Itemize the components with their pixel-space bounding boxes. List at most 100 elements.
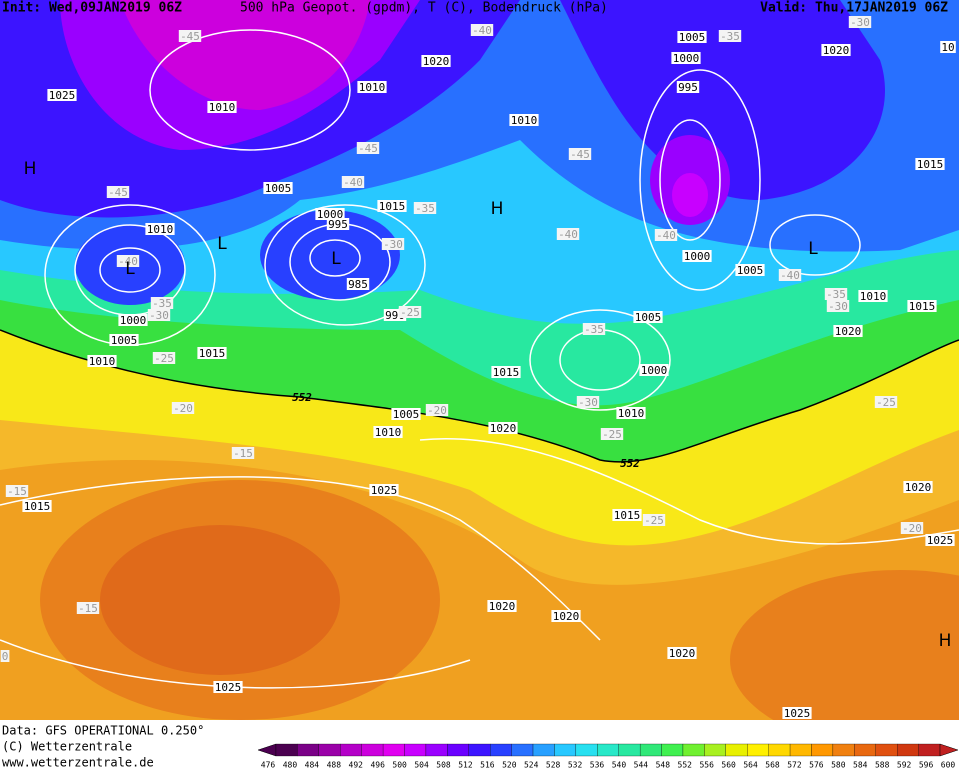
- isobar-label-box: [346, 278, 370, 290]
- temperature-label-box: [900, 522, 924, 534]
- temperature-label-box: [826, 300, 850, 312]
- pressure-center: H: [491, 199, 504, 219]
- isobar-label-box: [676, 81, 700, 93]
- colorbar-swatch: [511, 743, 534, 757]
- colorbar-swatch: [382, 743, 405, 757]
- temperature-label-box: [642, 514, 666, 526]
- temperature-label: -40: [118, 255, 138, 268]
- contour-label: 552: [620, 457, 640, 470]
- colorbar-label: 484: [305, 761, 320, 770]
- colorbar-label: 556: [699, 761, 714, 770]
- colorbar-swatch: [832, 743, 855, 757]
- pressure-center: L: [125, 259, 135, 279]
- isobar-label-box: [145, 223, 175, 235]
- temperature-label-box: [568, 148, 592, 160]
- isobar-label: 1005: [737, 264, 764, 277]
- isobar-label: 1005: [679, 31, 706, 44]
- pressure-center: H: [939, 631, 952, 651]
- isobar-label: 1020: [669, 647, 696, 660]
- isobar-label: 1015: [24, 500, 51, 513]
- isobar-label-box: [612, 509, 642, 521]
- temperature-label: -40: [343, 176, 363, 189]
- isobar-label: 1005: [265, 182, 292, 195]
- isobar-label: 1025: [784, 707, 811, 720]
- colorbar-label: 576: [809, 761, 824, 770]
- colorbar-swatch: [661, 743, 684, 757]
- temperature-label: -45: [108, 186, 128, 199]
- colorbar-swatch: [725, 743, 748, 757]
- isobar-label-box: [373, 426, 403, 438]
- temperature-label-box: [556, 228, 580, 240]
- isobar-label: 1025: [215, 681, 242, 694]
- isobar-label: 985: [348, 278, 368, 291]
- isobar-label: 995: [678, 81, 698, 94]
- isobar-label: 1005: [111, 334, 138, 347]
- isobar-label: 995: [328, 218, 348, 231]
- colorbar-swatch: [361, 743, 384, 757]
- colorbar-label: 544: [634, 761, 649, 770]
- colorbar-end: [939, 743, 959, 757]
- map-field: [0, 0, 959, 750]
- temperature-label: -15: [233, 447, 253, 460]
- isobar-label: 1025: [49, 89, 76, 102]
- colorbar-label: 504: [414, 761, 429, 770]
- isobar-label: 1005: [635, 311, 662, 324]
- temperature-label: -30: [850, 16, 870, 29]
- temperature-label-box: [654, 229, 678, 241]
- colorbar-label: 480: [283, 761, 298, 770]
- colorbar-label: 496: [370, 761, 385, 770]
- temperature-label-box: [152, 352, 176, 364]
- colorbar-label: 548: [656, 761, 671, 770]
- isobar-label: 1010: [89, 355, 116, 368]
- isobar-label-box: [369, 484, 399, 496]
- temperature-label-box: [106, 186, 130, 198]
- temperature-label-box: [356, 142, 380, 154]
- isobar-label: 1010: [359, 81, 386, 94]
- colorbar-swatch: [447, 743, 469, 757]
- colorbar-label: 552: [678, 761, 693, 770]
- isobar-label-box: [47, 89, 77, 101]
- isobar-label: 1010: [511, 114, 538, 127]
- isobar-label-box: [907, 300, 937, 312]
- temperature-label-box: [398, 306, 422, 318]
- colorbar-swatch: [275, 743, 298, 757]
- pressure-center: H: [24, 159, 37, 179]
- colorbar-label: 572: [787, 761, 802, 770]
- isobar-label: 1010: [375, 426, 402, 439]
- colorbar-label: 532: [568, 761, 583, 770]
- temperature-label: 0: [2, 650, 9, 663]
- isobar-label-box: [421, 55, 451, 67]
- isobar-label: 10: [941, 41, 954, 54]
- colorbar: 476 480 484 488 492 496 500 504 508 512 516 520 524 5…: [257, 743, 959, 770]
- colorbar-label: 520: [502, 761, 517, 770]
- colorbar-label: 536: [590, 761, 605, 770]
- colorbar-label: 568: [765, 761, 780, 770]
- temperature-label-box: [171, 402, 195, 414]
- temperature-label-box: [778, 269, 802, 281]
- isobar-label-box: [377, 200, 407, 212]
- isobar-label: 1020: [423, 55, 450, 68]
- colorbar-swatch: [747, 743, 769, 757]
- colorbar-label: 540: [612, 761, 627, 770]
- isobar-label: 1020: [905, 481, 932, 494]
- isobar-label: 1000: [641, 364, 668, 377]
- isobar-label-box: [315, 208, 345, 220]
- colorbar-swatch: [597, 743, 619, 757]
- colorbar-label: 596: [919, 761, 934, 770]
- map-title: 500 hPa Geopot. (gpdm), T (C), Bodendruc…: [240, 1, 608, 16]
- colorbar-label: 580: [831, 761, 846, 770]
- isobar-label-box: [667, 647, 697, 659]
- isobar-label-box: [821, 44, 851, 56]
- temperature-label-box: [178, 30, 202, 42]
- data-source: Data: GFS OPERATIONAL 0.250°: [2, 724, 204, 738]
- temperature-label-box: [381, 238, 405, 250]
- isobar-label-box: [509, 114, 539, 126]
- isobar-label-box: [551, 610, 581, 622]
- colorbar-swatch: [340, 743, 362, 757]
- colorbar-swatch: [768, 743, 791, 757]
- isobar-label-box: [263, 182, 293, 194]
- isobar-label: 1020: [835, 325, 862, 338]
- temperature-label: -25: [644, 514, 664, 527]
- isobar-label-box: [109, 334, 139, 346]
